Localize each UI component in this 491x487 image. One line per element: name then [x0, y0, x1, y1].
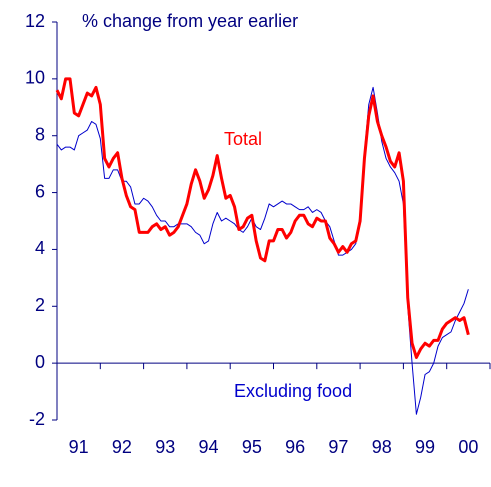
x-tick-label: 00 [458, 437, 478, 457]
y-tick-label: -2 [29, 409, 45, 429]
annotation: Total [224, 129, 262, 149]
y-tick-label: 12 [25, 11, 45, 31]
y-tick-label: 10 [25, 68, 45, 88]
series-line [56, 86, 469, 415]
annotation: Excluding food [234, 381, 352, 401]
y-tick-label: 2 [35, 295, 45, 315]
x-tick-label: 92 [112, 437, 132, 457]
x-tick-label: 93 [155, 437, 175, 457]
series-line [55, 77, 470, 359]
x-tick-label: 98 [372, 437, 392, 457]
x-tick-label: 96 [285, 437, 305, 457]
y-tick-label: 6 [35, 181, 45, 201]
y-tick-label: 0 [35, 352, 45, 372]
x-tick-label: 99 [415, 437, 435, 457]
x-tick-label: 94 [199, 437, 219, 457]
x-tick-label: 91 [69, 437, 89, 457]
x-tick-label: 97 [328, 437, 348, 457]
chart-subtitle: % change from year earlier [82, 11, 298, 31]
x-tick-label: 95 [242, 437, 262, 457]
y-tick-label: 4 [35, 238, 45, 258]
y-tick-label: 8 [35, 124, 45, 144]
